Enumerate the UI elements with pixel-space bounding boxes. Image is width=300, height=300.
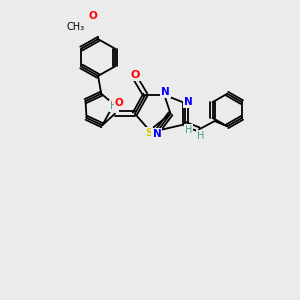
Text: N: N [152, 129, 161, 139]
Text: O: O [88, 11, 97, 21]
Text: H: H [197, 131, 205, 141]
Text: N: N [184, 97, 193, 107]
Text: O: O [115, 98, 124, 108]
Text: O: O [130, 70, 140, 80]
Text: H: H [110, 101, 118, 111]
Text: H: H [185, 125, 192, 135]
Text: CH₃: CH₃ [67, 22, 85, 32]
Text: N: N [161, 87, 170, 97]
Text: S: S [145, 128, 152, 138]
